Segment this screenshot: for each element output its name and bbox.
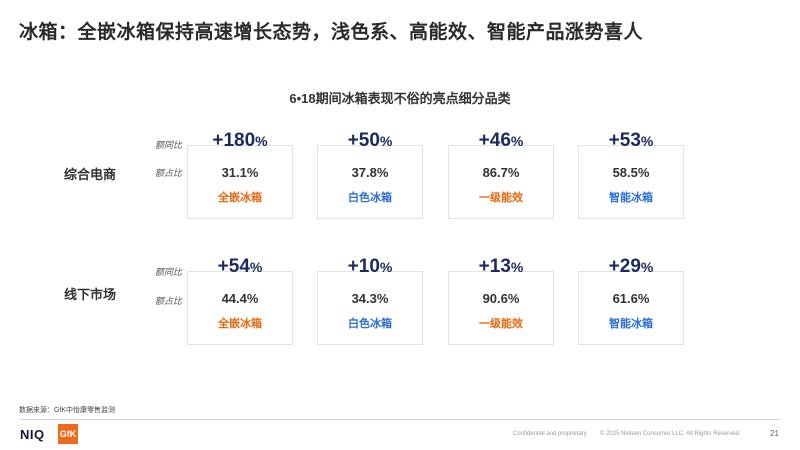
category-label: 智能冰箱 <box>609 192 653 204</box>
growth-value: +13% <box>436 256 566 278</box>
growth-value: +10% <box>305 256 435 278</box>
data-source-note: 数据来源：GfK中怡康零售监测 <box>19 407 116 414</box>
growth-percent-sign: % <box>379 133 393 149</box>
metric-card <box>187 145 293 219</box>
share-value: 44.4% <box>221 291 259 306</box>
section-subtitle: 6•18期间冰箱表现不俗的亮点细分品类 <box>289 91 511 106</box>
share-value: 31.1% <box>221 165 259 180</box>
metric-card <box>317 271 423 345</box>
niq-logo: NIQ <box>20 427 45 442</box>
category-label: 全嵌冰箱 <box>218 192 262 204</box>
growth-number: +50 <box>347 130 380 151</box>
growth-number: +13 <box>478 256 511 277</box>
category-label: 一级能效 <box>479 318 523 330</box>
share-value: 34.3% <box>351 291 389 306</box>
footer-divider <box>19 419 781 420</box>
share-value: 86.7% <box>482 165 520 180</box>
metric-card <box>448 271 554 345</box>
metric-card <box>317 145 423 219</box>
metric-card <box>578 145 684 219</box>
growth-percent-sign: % <box>249 259 263 275</box>
growth-number: +10 <box>347 256 380 277</box>
growth-number: +180 <box>212 130 256 151</box>
confidential-note: Confidential and proprietary <box>513 431 587 437</box>
share-value: 61.6% <box>612 291 650 306</box>
metric-label-growth: 额同比 <box>155 140 183 150</box>
growth-number: +46 <box>478 130 511 151</box>
category-label: 白色冰箱 <box>348 192 392 204</box>
copyright-note: © 2025 Nielsen Consumer LLC. All Rights … <box>600 431 741 437</box>
page-number: 21 <box>770 429 779 438</box>
growth-percent-sign: % <box>640 259 654 275</box>
gfk-logo: GfK <box>58 424 78 444</box>
growth-percent-sign: % <box>255 133 268 149</box>
metric-card <box>578 271 684 345</box>
growth-percent-sign: % <box>510 259 524 275</box>
growth-value: +180% <box>175 130 305 152</box>
metric-card <box>448 145 554 219</box>
slide-title: 冰箱：全嵌冰箱保持高速增长态势，浅色系、高能效、智能产品涨势喜人 <box>19 22 644 43</box>
category-label: 全嵌冰箱 <box>218 318 262 330</box>
growth-number: +29 <box>608 256 641 277</box>
share-value: 90.6% <box>482 291 520 306</box>
growth-percent-sign: % <box>510 133 524 149</box>
growth-value: +50% <box>305 130 435 152</box>
row-label-offline: 线下市场 <box>64 287 117 302</box>
growth-number: +54 <box>217 256 250 277</box>
category-label: 智能冰箱 <box>609 318 653 330</box>
growth-value: +29% <box>566 256 696 278</box>
growth-percent-sign: % <box>640 133 654 149</box>
category-label: 一级能效 <box>479 192 523 204</box>
metric-label-share: 额占比 <box>155 168 183 178</box>
metric-label-share: 额占比 <box>155 296 183 306</box>
growth-value: +54% <box>175 256 305 278</box>
category-label: 白色冰箱 <box>348 318 392 330</box>
growth-percent-sign: % <box>379 259 393 275</box>
row-label-ecommerce: 综合电商 <box>64 167 117 182</box>
metric-card <box>187 271 293 345</box>
growth-value: +46% <box>436 130 566 152</box>
growth-value: +53% <box>566 130 696 152</box>
metric-label-growth: 额同比 <box>155 267 183 277</box>
growth-number: +53 <box>608 130 641 151</box>
share-value: 37.8% <box>351 165 389 180</box>
share-value: 58.5% <box>612 165 650 180</box>
